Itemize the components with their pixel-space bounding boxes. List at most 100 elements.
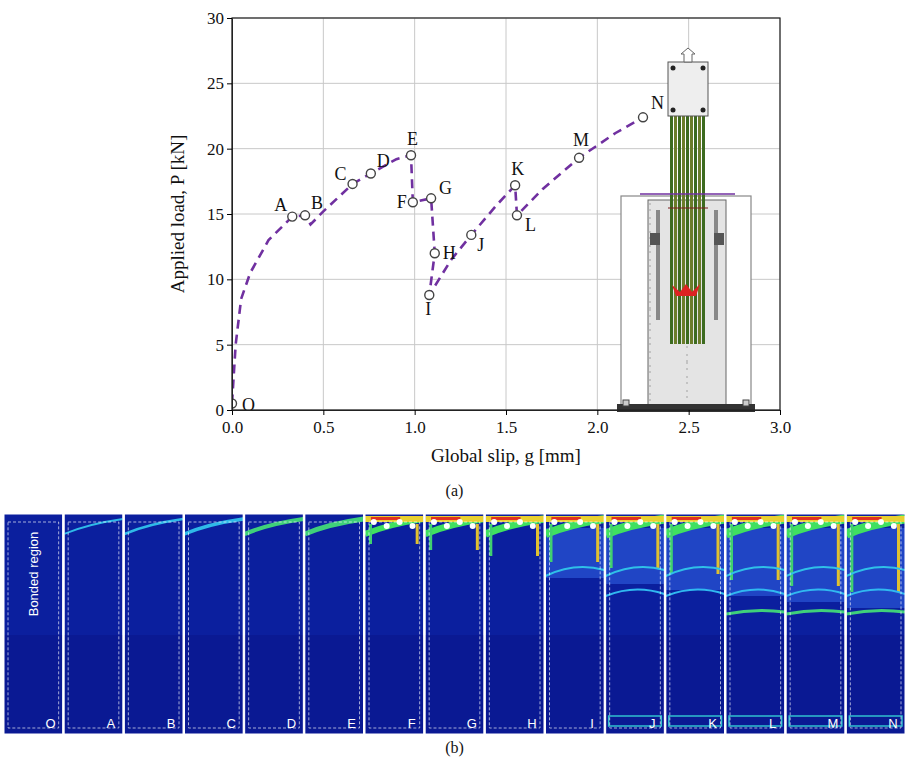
dic-background-lower — [64, 635, 123, 734]
dic-edge — [837, 524, 840, 586]
x-tick-mark — [415, 410, 416, 415]
schematic-texture — [686, 376, 688, 378]
point-marker — [288, 212, 297, 221]
frame-border — [606, 514, 665, 734]
dic-frame: K — [666, 514, 725, 734]
schematic-texture — [649, 385, 651, 387]
y-tick: 15 — [207, 205, 232, 224]
dic-field — [64, 514, 123, 734]
dic-frame: A — [64, 514, 123, 734]
dic-background-lower — [425, 635, 484, 734]
y-axis-title: Applied load, P [kN] — [167, 135, 188, 294]
x-axis-title: Global slip, g [mm] — [431, 445, 581, 466]
dic-missing-data — [745, 523, 751, 529]
dic-edge — [670, 524, 673, 574]
schematic-texture — [649, 287, 651, 289]
plot-background — [232, 18, 780, 410]
bonded-region-outline — [369, 522, 420, 728]
dic-frame: N — [846, 514, 905, 734]
schematic-strip — [690, 116, 693, 344]
dic-background-lower — [546, 635, 605, 734]
dic-frame: D — [245, 514, 304, 734]
bonded-region-outline — [429, 522, 480, 728]
x-tick: 2.5 — [679, 410, 700, 437]
dic-background-lower — [124, 635, 183, 734]
dic-crack-band — [666, 567, 725, 576]
dic-crack-band — [124, 519, 183, 534]
schematic-texture — [649, 365, 651, 367]
y-tick-mark — [227, 279, 232, 280]
dic-field — [305, 514, 364, 734]
schematic-texture — [649, 379, 651, 381]
point-label: L — [525, 215, 536, 235]
schematic-texture — [649, 307, 651, 309]
point-label: M — [573, 130, 589, 150]
schematic-clamp — [650, 233, 660, 245]
dic-missing-data — [865, 523, 871, 529]
y-tick-mark — [227, 83, 232, 84]
frame-border — [64, 514, 123, 734]
dic-frame: G — [425, 514, 484, 734]
x-tick-label: 1.5 — [496, 418, 517, 437]
x-tick-mark — [232, 410, 233, 415]
bonded-region-outline — [128, 522, 179, 728]
dic-field — [546, 514, 605, 734]
schematic-texture — [649, 293, 651, 295]
bonded-region-outline — [730, 522, 781, 728]
frame-border — [726, 514, 785, 734]
dic-missing-data — [891, 523, 897, 529]
x-tick-label: 1.0 — [405, 418, 426, 437]
schematic-texture — [649, 309, 651, 311]
dic-field — [786, 514, 845, 734]
panel-label: (b) — [445, 739, 464, 757]
point-label: D — [377, 151, 390, 171]
frame-label: K — [708, 716, 717, 731]
x-tick-label: 2.5 — [679, 418, 700, 437]
dic-soft-zone — [786, 528, 845, 602]
frame-label: L — [769, 716, 776, 731]
bonded-region-outline — [610, 522, 661, 728]
frame-border — [305, 514, 364, 734]
point-marker — [427, 194, 436, 203]
dic-edge — [369, 524, 372, 544]
schematic-texture — [649, 209, 651, 211]
dic-edge — [476, 524, 479, 550]
frame-border — [485, 514, 544, 734]
dic-field — [365, 514, 424, 734]
schematic-texture — [649, 315, 651, 317]
dic-crack-band — [305, 519, 364, 534]
y-axis: 051015202530 — [207, 9, 233, 420]
schematic-texture — [649, 323, 651, 325]
dic-field — [4, 514, 63, 734]
schematic-clamp — [714, 233, 724, 245]
y-tick-mark — [227, 345, 232, 346]
frame-label: B — [167, 716, 176, 731]
dic-crack-band — [185, 519, 244, 534]
dic-background — [185, 514, 244, 734]
point-label: A — [274, 195, 287, 215]
dic-background-lower — [726, 635, 785, 734]
bonded-region-outline — [790, 522, 841, 728]
dic-crack-band — [666, 589, 725, 596]
point-label: O — [242, 395, 255, 415]
image-strip: OBonded regionABCDEFGHIJKLMN — [4, 514, 905, 734]
point-label: B — [311, 193, 323, 213]
dic-missing-data — [624, 523, 630, 529]
dic-background — [425, 514, 484, 734]
dic-missing-data — [805, 523, 811, 529]
frame-label: I — [590, 716, 594, 731]
dic-edge — [550, 524, 553, 562]
dic-frame: F — [365, 514, 424, 734]
dic-background-lower — [245, 635, 304, 734]
dic-background — [245, 514, 304, 734]
schematic-texture — [686, 346, 688, 348]
schematic-screw — [701, 108, 706, 113]
point-marker — [511, 181, 520, 190]
dic-background-lower — [786, 635, 845, 734]
dic-crack-band — [846, 610, 905, 614]
dic-background — [546, 514, 605, 734]
schematic-bolt — [743, 400, 749, 406]
point-label: F — [397, 192, 407, 212]
grid — [232, 18, 780, 410]
frame-border — [124, 514, 183, 734]
